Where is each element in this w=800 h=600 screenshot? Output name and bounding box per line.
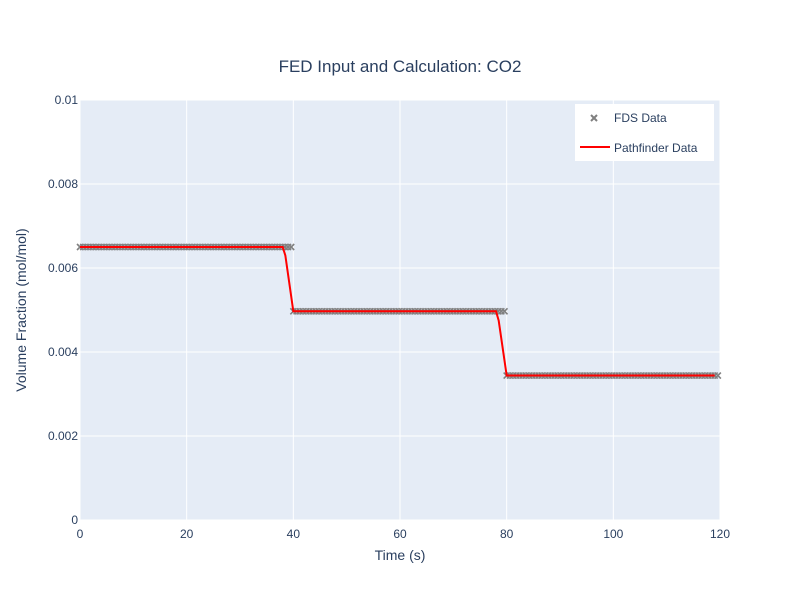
x-tick-label: 60 bbox=[393, 527, 407, 541]
y-tick-label: 0 bbox=[71, 513, 78, 527]
legend[interactable]: FDS Data Pathfinder Data bbox=[575, 104, 714, 161]
y-tick-label: 0.006 bbox=[48, 261, 78, 275]
x-tick-label: 20 bbox=[180, 527, 194, 541]
fds-point bbox=[287, 243, 295, 251]
fds-point bbox=[714, 371, 722, 380]
grid bbox=[79, 99, 721, 521]
x-tick-label: 80 bbox=[500, 527, 514, 541]
x-axis-title: Time (s) bbox=[375, 547, 426, 563]
y-tick-labels: 0 0.002 0.004 0.006 0.008 0.01 bbox=[48, 93, 78, 527]
x-tick-label: 40 bbox=[287, 527, 301, 541]
x-tick-label: 0 bbox=[77, 527, 84, 541]
x-tick-label: 100 bbox=[603, 527, 623, 541]
x-tick-label: 120 bbox=[710, 527, 730, 541]
legend-label-fds: FDS Data bbox=[614, 111, 667, 125]
y-axis-title: Volume Fraction (mol/mol) bbox=[13, 228, 29, 391]
legend-marker-x-icon bbox=[590, 114, 598, 122]
fds-point bbox=[500, 307, 509, 315]
legend-item-pathfinder[interactable]: Pathfinder Data bbox=[580, 141, 698, 155]
y-tick-label: 0.002 bbox=[48, 429, 78, 443]
pathfinder-series-line bbox=[80, 246, 715, 377]
y-tick-label: 0.01 bbox=[55, 93, 79, 107]
chart-title: FED Input and Calculation: CO2 bbox=[279, 57, 522, 76]
x-tick-labels: 0 20 40 60 80 100 120 bbox=[77, 527, 731, 541]
legend-item-fds[interactable]: FDS Data bbox=[590, 111, 667, 125]
legend-box bbox=[575, 104, 714, 161]
legend-label-pathfinder: Pathfinder Data bbox=[614, 141, 698, 155]
y-tick-label: 0.008 bbox=[48, 177, 78, 191]
y-tick-label: 0.004 bbox=[48, 345, 78, 359]
